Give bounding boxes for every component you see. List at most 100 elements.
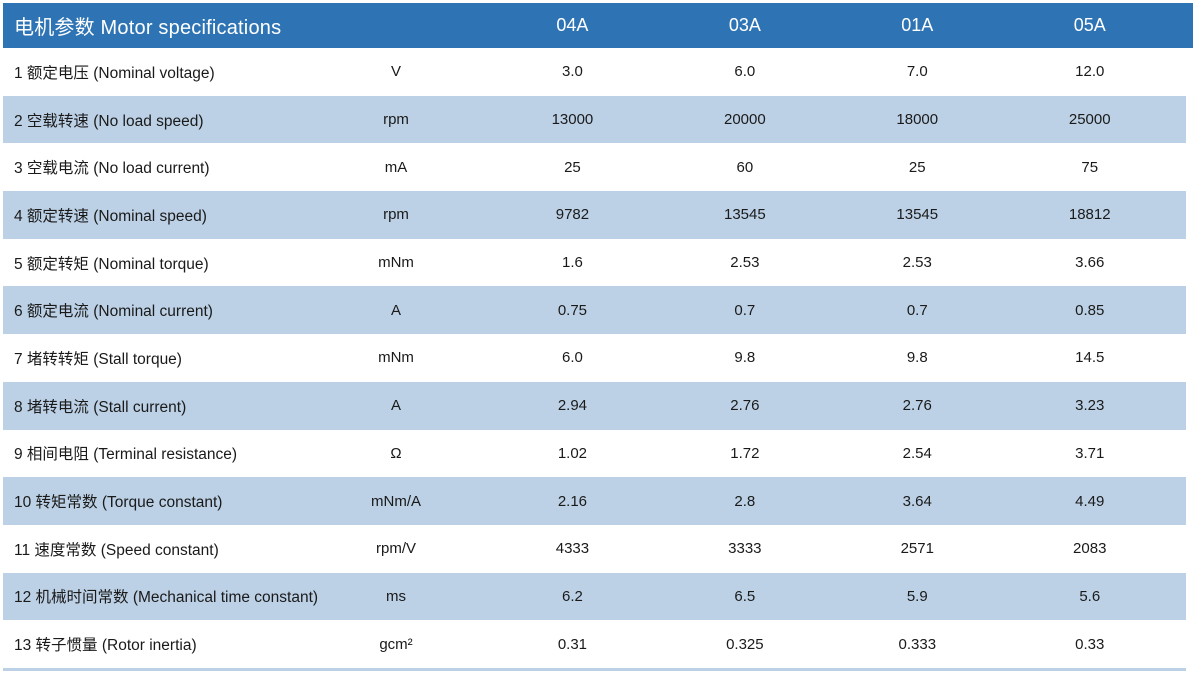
table-row: 1 额定电压 (Nominal voltage) V 3.0 6.0 7.0 1… bbox=[3, 48, 1193, 96]
value-cell: 3333 bbox=[728, 540, 762, 558]
table-row: 11 速度常数 (Speed constant) rpm/V 4333 3333… bbox=[3, 524, 1193, 573]
value-cell: 0.33 bbox=[1003, 620, 1193, 668]
param-label: 2 空载转速 (No load speed) bbox=[3, 95, 334, 144]
value-cell: 7.0 bbox=[906, 63, 928, 81]
value-cell: 0.75 bbox=[486, 286, 659, 335]
table-row: 9 相间电阻 (Terminal resistance) Ω 1.02 1.72… bbox=[3, 429, 1193, 478]
table-row: 12 机械时间常数 (Mechanical time constant) ms … bbox=[3, 572, 1193, 621]
value-cell: 6.0 bbox=[562, 349, 583, 367]
unit-cell: Ω bbox=[390, 444, 402, 462]
value-cell: 2.94 bbox=[486, 381, 659, 430]
spec-table: 电机参数 Motor specifications 04A 03A 01A 05… bbox=[3, 3, 1193, 668]
value-cell: 75 bbox=[1003, 143, 1193, 192]
value-cell: 9782 bbox=[486, 191, 659, 239]
value-cell: 6.0 bbox=[734, 63, 756, 81]
table-row: 5 额定转矩 (Nominal torque) mNm 1.6 2.53 2.5… bbox=[3, 238, 1193, 287]
param-label: 1 额定电压 (Nominal voltage) bbox=[14, 64, 215, 82]
value-cell: 14.5 bbox=[1003, 334, 1193, 382]
param-label: 8 堵转电流 (Stall current) bbox=[3, 381, 334, 430]
value-cell: 5.6 bbox=[1003, 572, 1193, 621]
value-cell: 3.64 bbox=[831, 477, 1004, 525]
value-cell: 2.76 bbox=[831, 381, 1004, 430]
value-cell: 18000 bbox=[831, 95, 1004, 144]
value-cell: 9.8 bbox=[734, 349, 756, 367]
value-cell: 2.54 bbox=[902, 444, 932, 462]
value-cell: 0.333 bbox=[898, 635, 937, 653]
value-cell: 0.7 bbox=[831, 286, 1004, 335]
unit-cell: mA bbox=[384, 158, 408, 176]
value-cell: 1.6 bbox=[562, 254, 583, 272]
value-cell: 12.0 bbox=[1003, 48, 1193, 96]
value-cell: 5.9 bbox=[831, 572, 1004, 621]
value-cell: 0.85 bbox=[1003, 286, 1193, 335]
unit-cell: V bbox=[391, 63, 402, 81]
value-cell: 3.0 bbox=[562, 63, 583, 81]
value-cell: 25000 bbox=[1003, 95, 1193, 144]
column-header-04A: 04A bbox=[486, 3, 659, 48]
unit-cell: rpm/V bbox=[376, 540, 417, 558]
unit-cell: A bbox=[333, 286, 487, 335]
table-row: 10 转矩常数 (Torque constant) mNm/A 2.16 2.8… bbox=[3, 477, 1193, 525]
value-cell: 0.7 bbox=[658, 286, 832, 335]
unit-cell: mNm/A bbox=[333, 477, 487, 525]
header-row: 电机参数 Motor specifications 04A 03A 01A 05… bbox=[3, 3, 1193, 48]
value-cell: 0.31 bbox=[557, 635, 588, 653]
unit-cell: rpm bbox=[333, 191, 487, 239]
value-cell: 6.5 bbox=[658, 572, 832, 621]
param-label: 12 机械时间常数 (Mechanical time constant) bbox=[3, 572, 334, 621]
value-cell: 4.49 bbox=[1003, 477, 1193, 525]
value-cell: 20000 bbox=[658, 95, 832, 144]
column-header-01A: 01A bbox=[831, 3, 1004, 48]
value-cell: 3.66 bbox=[1003, 238, 1193, 287]
column-header-03A: 03A bbox=[658, 3, 832, 48]
param-label: 13 转子惯量 (Rotor inertia) bbox=[14, 637, 197, 655]
table-row: 7 堵转转矩 (Stall torque) mNm 6.0 9.8 9.8 14… bbox=[3, 334, 1193, 382]
unit-cell: rpm bbox=[333, 95, 487, 144]
value-cell: 13545 bbox=[831, 191, 1004, 239]
next-row-sliver bbox=[3, 667, 1186, 671]
value-cell: 3.23 bbox=[1003, 381, 1193, 430]
value-cell: 1.72 bbox=[730, 444, 760, 462]
value-cell: 2.53 bbox=[730, 254, 760, 272]
param-label: 7 堵转转矩 (Stall torque) bbox=[14, 350, 182, 368]
table-body: 1 额定电压 (Nominal voltage) V 3.0 6.0 7.0 1… bbox=[3, 48, 1193, 668]
value-cell: 18812 bbox=[1003, 191, 1193, 239]
value-cell: 2083 bbox=[1003, 524, 1193, 573]
unit-cell: mNm bbox=[378, 349, 414, 367]
value-cell: 13545 bbox=[658, 191, 832, 239]
value-cell: 6.2 bbox=[486, 572, 659, 621]
value-cell: 2.53 bbox=[902, 254, 932, 272]
value-cell: 60 bbox=[736, 158, 754, 176]
value-cell: 25 bbox=[908, 158, 926, 176]
value-cell: 4333 bbox=[555, 540, 590, 558]
column-header-05A: 05A bbox=[1003, 3, 1193, 48]
value-cell: 25 bbox=[564, 158, 581, 176]
value-cell: 2.8 bbox=[658, 477, 832, 525]
value-cell: 13000 bbox=[486, 95, 659, 144]
value-cell: 0.325 bbox=[726, 635, 764, 653]
param-label: 5 额定转矩 (Nominal torque) bbox=[14, 255, 209, 273]
unit-cell: mNm bbox=[378, 254, 414, 272]
table-title: 电机参数 Motor specifications bbox=[3, 3, 487, 48]
unit-cell: A bbox=[333, 381, 487, 430]
value-cell: 1.02 bbox=[557, 444, 588, 462]
table-row: 6 额定电流 (Nominal current) A 0.75 0.7 0.7 … bbox=[3, 286, 1193, 335]
table-header: 电机参数 Motor specifications 04A 03A 01A 05… bbox=[3, 3, 1193, 48]
param-label: 9 相间电阻 (Terminal resistance) bbox=[14, 446, 238, 464]
param-label: 4 额定转速 (Nominal speed) bbox=[3, 191, 334, 239]
value-cell: 2571 bbox=[900, 540, 934, 558]
table-row: 3 空载电流 (No load current) mA 25 60 25 75 bbox=[3, 143, 1193, 192]
value-cell: 2.16 bbox=[486, 477, 659, 525]
param-label: 6 额定电流 (Nominal current) bbox=[3, 286, 334, 335]
value-cell: 3.71 bbox=[1003, 429, 1193, 478]
table-row: 8 堵转电流 (Stall current) A 2.94 2.76 2.76 … bbox=[3, 381, 1193, 430]
value-cell: 9.8 bbox=[906, 349, 928, 367]
table-row: 13 转子惯量 (Rotor inertia) gcm² 0.31 0.325 … bbox=[3, 620, 1193, 668]
param-label: 10 转矩常数 (Torque constant) bbox=[3, 477, 334, 525]
value-cell: 2.76 bbox=[658, 381, 832, 430]
param-label: 3 空载电流 (No load current) bbox=[14, 160, 210, 178]
param-label: 11 速度常数 (Speed constant) bbox=[14, 541, 219, 559]
motor-specifications-page: 电机参数 Motor specifications 04A 03A 01A 05… bbox=[0, 3, 1193, 674]
unit-cell: gcm² bbox=[379, 635, 413, 653]
unit-cell: ms bbox=[333, 572, 487, 621]
